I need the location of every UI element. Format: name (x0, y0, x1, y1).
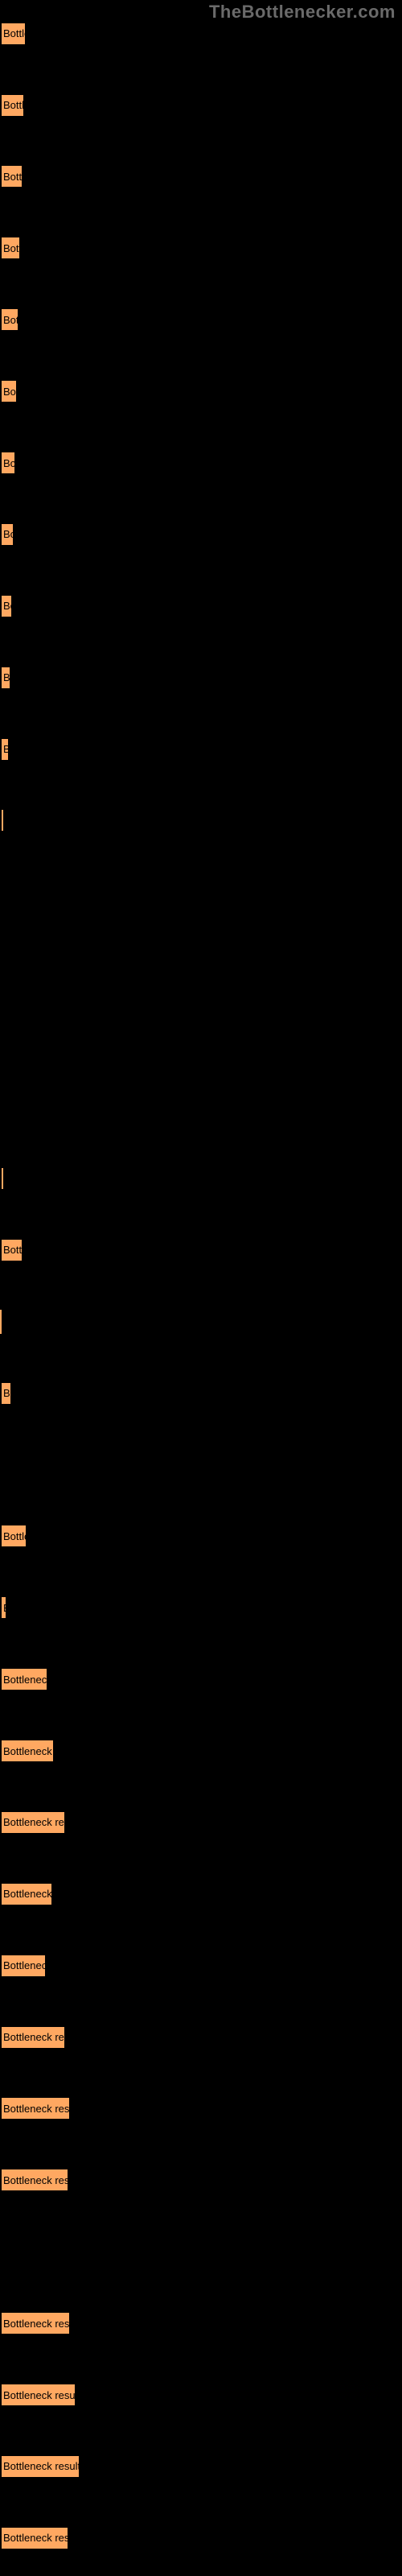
bar-label: Bottleneck result (3, 2460, 80, 2472)
bar-18: Bottleneck result (0, 1667, 48, 1691)
bar-label: Bottleneck result (3, 386, 18, 398)
bar-17: Bottleneck result (0, 1596, 7, 1620)
bar-9: Bottleneck result (0, 666, 11, 690)
bar-label: Bottleneck result (3, 671, 11, 683)
bar-label: Bottleneck result (3, 528, 14, 540)
bar-23: Bottleneck result (0, 2025, 66, 2050)
bar-10: Bottleneck result (0, 737, 10, 762)
bar-2: Bottleneck result (0, 164, 23, 188)
bar-label: Bottleneck result (3, 1816, 66, 1828)
bar-label: Bottleneck result (3, 314, 19, 326)
bar-label: Bottleneck result (3, 1888, 53, 1900)
bar-16: Bottleneck result (0, 1524, 27, 1548)
bar-label: Bottleneck result (3, 2532, 69, 2544)
bar-28: Bottleneck result (0, 2454, 80, 2479)
bar-3: Bottleneck result (0, 236, 21, 260)
bar-label: Bottleneck result (3, 171, 23, 183)
bar-label: Bottleneck result (3, 1387, 12, 1399)
bar-6: Bottleneck result (0, 451, 16, 475)
bar-1: Bottleneck result (0, 93, 25, 118)
bar-label: Bottleneck result (3, 1959, 47, 1971)
bar-label: Bottleneck result (3, 242, 21, 254)
bar-label: Bottleneck result (3, 2318, 71, 2330)
bar-27: Bottleneck result (0, 2383, 76, 2407)
bar-5: Bottleneck result (0, 379, 18, 403)
bar-26: Bottleneck result (0, 2311, 71, 2335)
bar-label: Bottleneck result (3, 99, 25, 111)
bar-label: Bottleneck result (3, 1172, 5, 1184)
bar-label: Bottleneck result (3, 600, 13, 612)
bar-8: Bottleneck result (0, 594, 13, 618)
bar-22: Bottleneck result (0, 1954, 47, 1978)
bar-20: Bottleneck result (0, 1810, 66, 1835)
bar-label: Bottleneck result (3, 1745, 55, 1757)
bar-label: Bottleneck result (3, 2389, 76, 2401)
bar-label: Bottleneck result (3, 1674, 48, 1686)
bar-25: Bottleneck result (0, 2168, 69, 2192)
bar-13: Bottleneck result (0, 1238, 23, 1262)
bar-label: Bottleneck result (3, 815, 5, 827)
bar-label: Bottleneck result (3, 2174, 69, 2186)
bar-24: Bottleneck result (0, 2096, 71, 2120)
bar-7: Bottleneck result (0, 522, 14, 547)
bar-29: Bottleneck result (0, 2526, 69, 2550)
bar-12: Bottleneck result (0, 1166, 5, 1191)
bar-label: Bottleneck result (3, 2031, 66, 2043)
bar-21: Bottleneck result (0, 1882, 53, 1906)
bar-11: Bottleneck result (0, 808, 5, 832)
watermark-text: TheBottlenecker.com (209, 2, 396, 23)
bar-0: Bottleneck result (0, 22, 27, 46)
bar-19: Bottleneck result (0, 1739, 55, 1763)
bar-tick (0, 1310, 2, 1334)
bar-label: Bottleneck result (3, 1530, 27, 1542)
bar-4: Bottleneck result (0, 308, 19, 332)
bar-label: Bottleneck result (3, 2103, 71, 2115)
bar-15: Bottleneck result (0, 1381, 12, 1406)
bar-label: Bottleneck result (3, 1602, 7, 1614)
chart-canvas: TheBottlenecker.com Bottleneck result Bot… (0, 0, 402, 2576)
bar-label: Bottleneck result (3, 457, 16, 469)
bar-label: Bottleneck result (3, 27, 27, 39)
bar-label: Bottleneck result (3, 1244, 23, 1256)
bar-label: Bottleneck result (3, 743, 10, 755)
